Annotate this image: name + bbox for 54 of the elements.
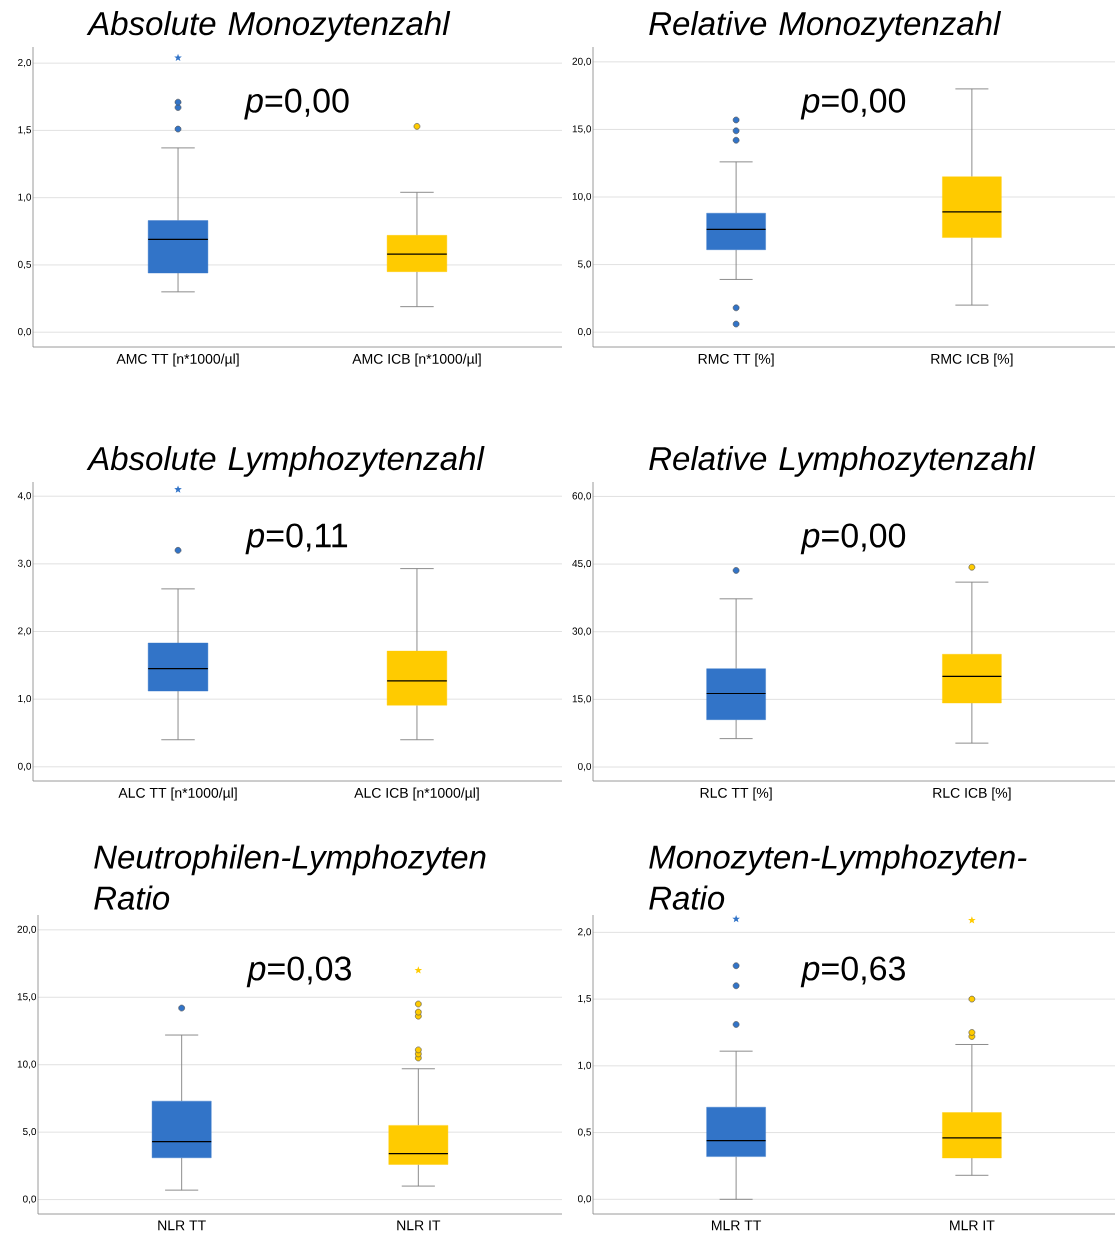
y-tick-label: 0,5 xyxy=(577,1128,592,1137)
y-tick-label: 1,0 xyxy=(578,1061,592,1070)
annotation: p=0,63 xyxy=(800,956,905,988)
annotation: p=0,00 xyxy=(800,88,906,120)
y-tick-label: 45,0 xyxy=(572,559,592,569)
y-tick-label: 60,0 xyxy=(572,492,592,501)
y-tick-label: 2,0 xyxy=(18,627,32,636)
y-tick-label: 0,5 xyxy=(17,260,32,270)
x-tick-label: MLR IT xyxy=(950,1220,995,1231)
y-tick-label: 0,0 xyxy=(577,762,592,772)
y-tick-label: 0,0 xyxy=(577,1195,592,1204)
x-tick-label: RMC TT [%] xyxy=(698,353,774,367)
y-tick-label: 3,0 xyxy=(17,559,32,568)
y-tick-label: 0,0 xyxy=(22,1195,37,1204)
chart-title: Relative Monozytenzahl xyxy=(649,11,1002,42)
annotation: p=0,00 xyxy=(244,88,349,120)
x-tick-label: RMC ICB [%] xyxy=(931,353,1013,367)
y-tick-label: 10,0 xyxy=(17,1060,37,1069)
x-tick-label: RLC TT [%] xyxy=(700,787,772,801)
annotation: p=0,00 xyxy=(800,523,906,555)
y-tick-label: 1,5 xyxy=(578,995,592,1004)
y-tick-label: 1,0 xyxy=(18,193,32,202)
x-tick-label: AMC TT [n*1000/µl] xyxy=(116,353,239,367)
y-tick-label: 0,0 xyxy=(577,328,592,337)
y-tick-label: 30,0 xyxy=(572,627,592,636)
x-tick-label: NLR TT xyxy=(158,1220,206,1231)
x-tick-label: ALC ICB [n*1000/µl] xyxy=(354,787,479,801)
y-tick-label: 0,0 xyxy=(17,762,32,771)
y-tick-label: 15,0 xyxy=(572,125,592,134)
y-tick-label: 4,0 xyxy=(17,492,32,501)
y-tick-label: 0,0 xyxy=(17,328,32,337)
y-tick-label: 10,0 xyxy=(572,192,592,202)
x-tick-label: AMC ICB [n*1000/µl] xyxy=(352,353,481,367)
chart-title: Absolute Monozytenzahl xyxy=(86,11,451,42)
chart-title: Relative Lymphozytenzahl xyxy=(649,446,1036,477)
y-tick-label: 2,0 xyxy=(18,59,32,68)
x-tick-label: NLR IT xyxy=(397,1220,441,1231)
chart-title: Absolute Lymphozytenzahl xyxy=(86,446,485,477)
y-tick-label: 5,0 xyxy=(22,1128,37,1137)
y-tick-label: 20,0 xyxy=(572,57,592,67)
annotation: p=0,03 xyxy=(246,956,351,988)
x-tick-label: ALC TT [n*1000/µl] xyxy=(118,787,237,801)
y-tick-label: 1,0 xyxy=(18,695,32,704)
x-tick-label: RLC ICB [%] xyxy=(933,787,1011,801)
chart-title: Monozyten-Lymphozyten-Ratio xyxy=(649,844,1027,910)
chart-title: Neutrophilen-Lymphozyten Ratio xyxy=(94,844,486,910)
annotation: p=0,11 xyxy=(245,523,348,555)
y-tick-label: 15,0 xyxy=(17,993,37,1002)
y-tick-label: 1,5 xyxy=(18,126,32,135)
y-tick-label: 5,0 xyxy=(577,260,592,269)
y-tick-label: 15,0 xyxy=(572,695,592,704)
x-tick-label: MLR TT xyxy=(711,1220,762,1231)
y-tick-label: 2,0 xyxy=(578,928,592,937)
y-tick-label: 20,0 xyxy=(17,925,37,934)
